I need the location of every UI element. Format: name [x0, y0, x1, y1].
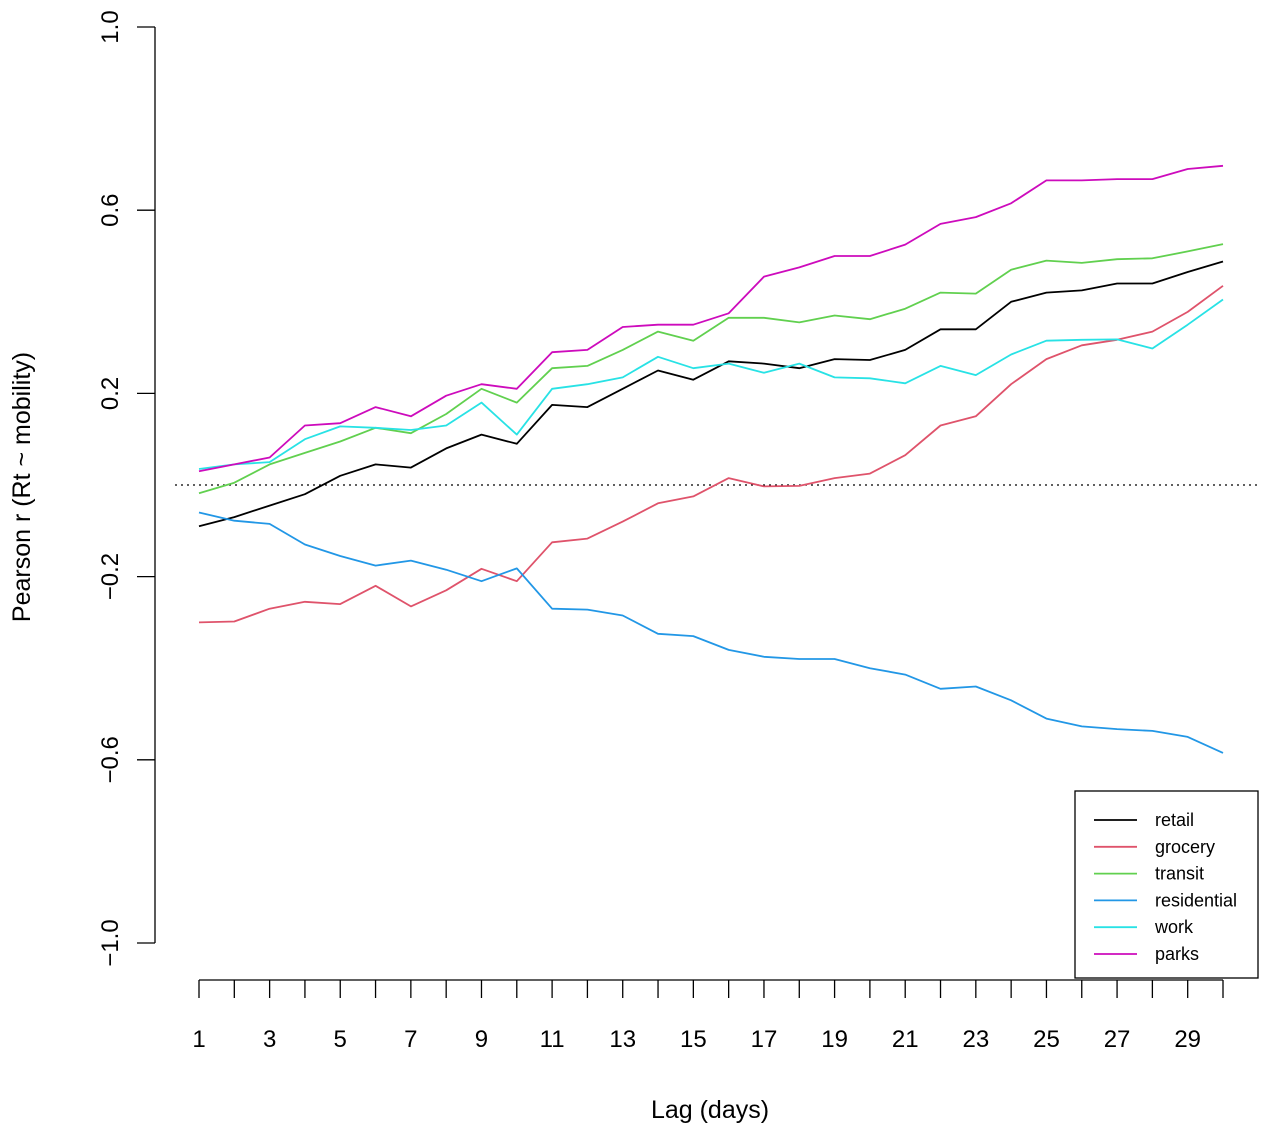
legend-label-retail: retail — [1155, 810, 1194, 830]
legend: retail grocery transit residential work parks — [1074, 790, 1259, 979]
legend-label-grocery: grocery — [1155, 837, 1215, 857]
x-tick-label: 23 — [962, 1026, 989, 1053]
series-line-parks — [198, 164, 1224, 473]
legend-label-work: work — [1154, 917, 1194, 937]
series-line-residential — [198, 511, 1224, 754]
x-tick-label: 19 — [821, 1026, 848, 1053]
x-tick-label: 1 — [192, 1026, 205, 1053]
legend-label-parks: parks — [1155, 944, 1199, 964]
x-tick-label: 11 — [540, 1026, 565, 1053]
series-line-work — [198, 298, 1224, 470]
y-tick-label: −1.0 — [97, 919, 124, 966]
x-tick-label: 15 — [680, 1026, 707, 1053]
legend-box — [1074, 790, 1259, 979]
y-axis: −1.0 −0.6 −0.2 0.2 0.6 1.0 — [97, 10, 156, 967]
y-axis-title: Pearson r (Rt ~ mobility) — [8, 352, 36, 622]
x-tick-label: 13 — [609, 1026, 636, 1053]
x-tick-label: 17 — [751, 1026, 778, 1053]
x-tick-label: 9 — [475, 1026, 488, 1053]
legend-label-transit: transit — [1155, 864, 1204, 884]
y-tick-label: 0.2 — [97, 377, 124, 410]
y-tick-label: −0.2 — [97, 553, 124, 600]
x-tick-label: 21 — [892, 1026, 919, 1053]
x-axis-title: Lag (days) — [651, 1096, 769, 1124]
y-tick-label: 0.6 — [97, 194, 124, 227]
x-tick-label: 7 — [404, 1026, 417, 1053]
series-line-retail — [198, 260, 1224, 528]
x-tick-label: 5 — [334, 1026, 347, 1053]
x-tick-label: 25 — [1033, 1026, 1060, 1053]
series-layer — [198, 164, 1224, 754]
x-tick-label: 29 — [1174, 1026, 1201, 1053]
series-line-transit — [198, 243, 1224, 495]
x-tick-label: 27 — [1104, 1026, 1131, 1053]
legend-label-residential: residential — [1155, 890, 1237, 910]
x-tick-label: 3 — [263, 1026, 276, 1053]
y-tick-label: 1.0 — [97, 10, 124, 43]
series-line-grocery — [198, 285, 1224, 624]
x-axis: 1 3 5 7 9 11 13 15 17 19 21 23 25 27 29 — [192, 979, 1224, 1053]
y-tick-label: −0.6 — [97, 736, 124, 783]
